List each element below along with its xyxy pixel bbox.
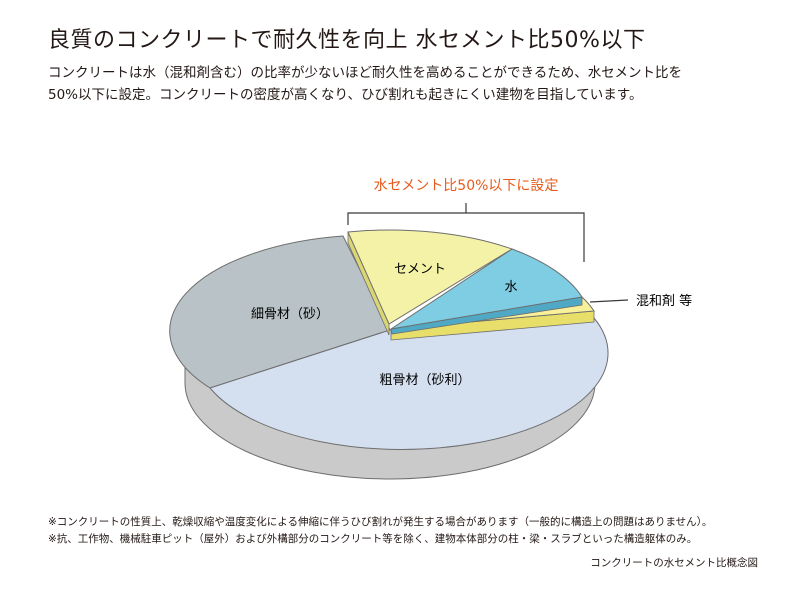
lead-text: コンクリートは水（混和剤含む）の比率が少ないほど耐久性を高めることができるため、… [48, 62, 768, 106]
pie-slice-water [390, 248, 583, 330]
lead-line-2: 50%以下に設定。コンクリートの密度が高くなり、ひび割れも起きにくい建物を目指し… [48, 87, 643, 103]
pie-slice-cement [347, 229, 514, 325]
label-cement: セメント [394, 262, 446, 277]
label-water: 水 [504, 280, 517, 295]
pie-slice-fine-aggregate [169, 235, 391, 389]
footnote-1: ※コンクリートの性質上、乾燥収縮や温度変化による伸縮に伴うひび割れが発生する場合… [48, 516, 713, 528]
bracket-label: 水セメント比50%以下に設定 [374, 178, 559, 194]
label-fine-aggregate: 細骨材（砂） [251, 307, 329, 322]
lead-line-1: コンクリートは水（混和剤含む）の比率が少ないほど耐久性を高めることができるため、… [48, 65, 682, 81]
ratio-bracket [347, 203, 585, 262]
label-admixture: 混和剤 等 [636, 293, 692, 309]
footnote-2: ※抗、工作物、機械駐車ピット（屋外）および外構部分のコンクリート等を除く、建物本… [48, 533, 698, 545]
page-title: 良質のコンクリートで耐久性を向上 水セメント比50%以下 [48, 28, 646, 53]
footnotes: ※コンクリートの性質上、乾燥収縮や温度変化による伸縮に伴うひび割れが発生する場合… [48, 514, 712, 548]
figure-caption: コンクリートの水セメント比概念図 [590, 557, 758, 569]
label-coarse-aggregate: 粗骨材（砂利） [379, 373, 470, 388]
admixture-leader-line [589, 299, 629, 303]
pie-slice-coarse-aggregate [209, 317, 609, 450]
